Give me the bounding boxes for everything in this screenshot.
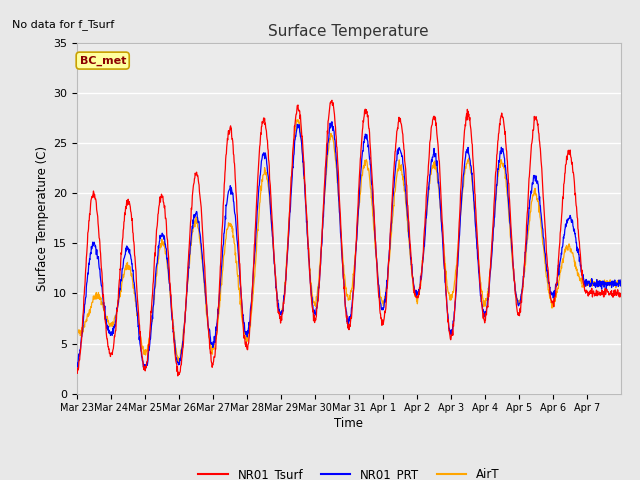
Y-axis label: Surface Temperature (C): Surface Temperature (C) xyxy=(36,146,49,291)
Text: No data for f_Tsurf: No data for f_Tsurf xyxy=(12,19,114,30)
Title: Surface Temperature: Surface Temperature xyxy=(269,24,429,39)
Legend: NR01_Tsurf, NR01_PRT, AirT: NR01_Tsurf, NR01_PRT, AirT xyxy=(194,463,504,480)
Text: BC_met: BC_met xyxy=(79,56,126,66)
X-axis label: Time: Time xyxy=(334,418,364,431)
